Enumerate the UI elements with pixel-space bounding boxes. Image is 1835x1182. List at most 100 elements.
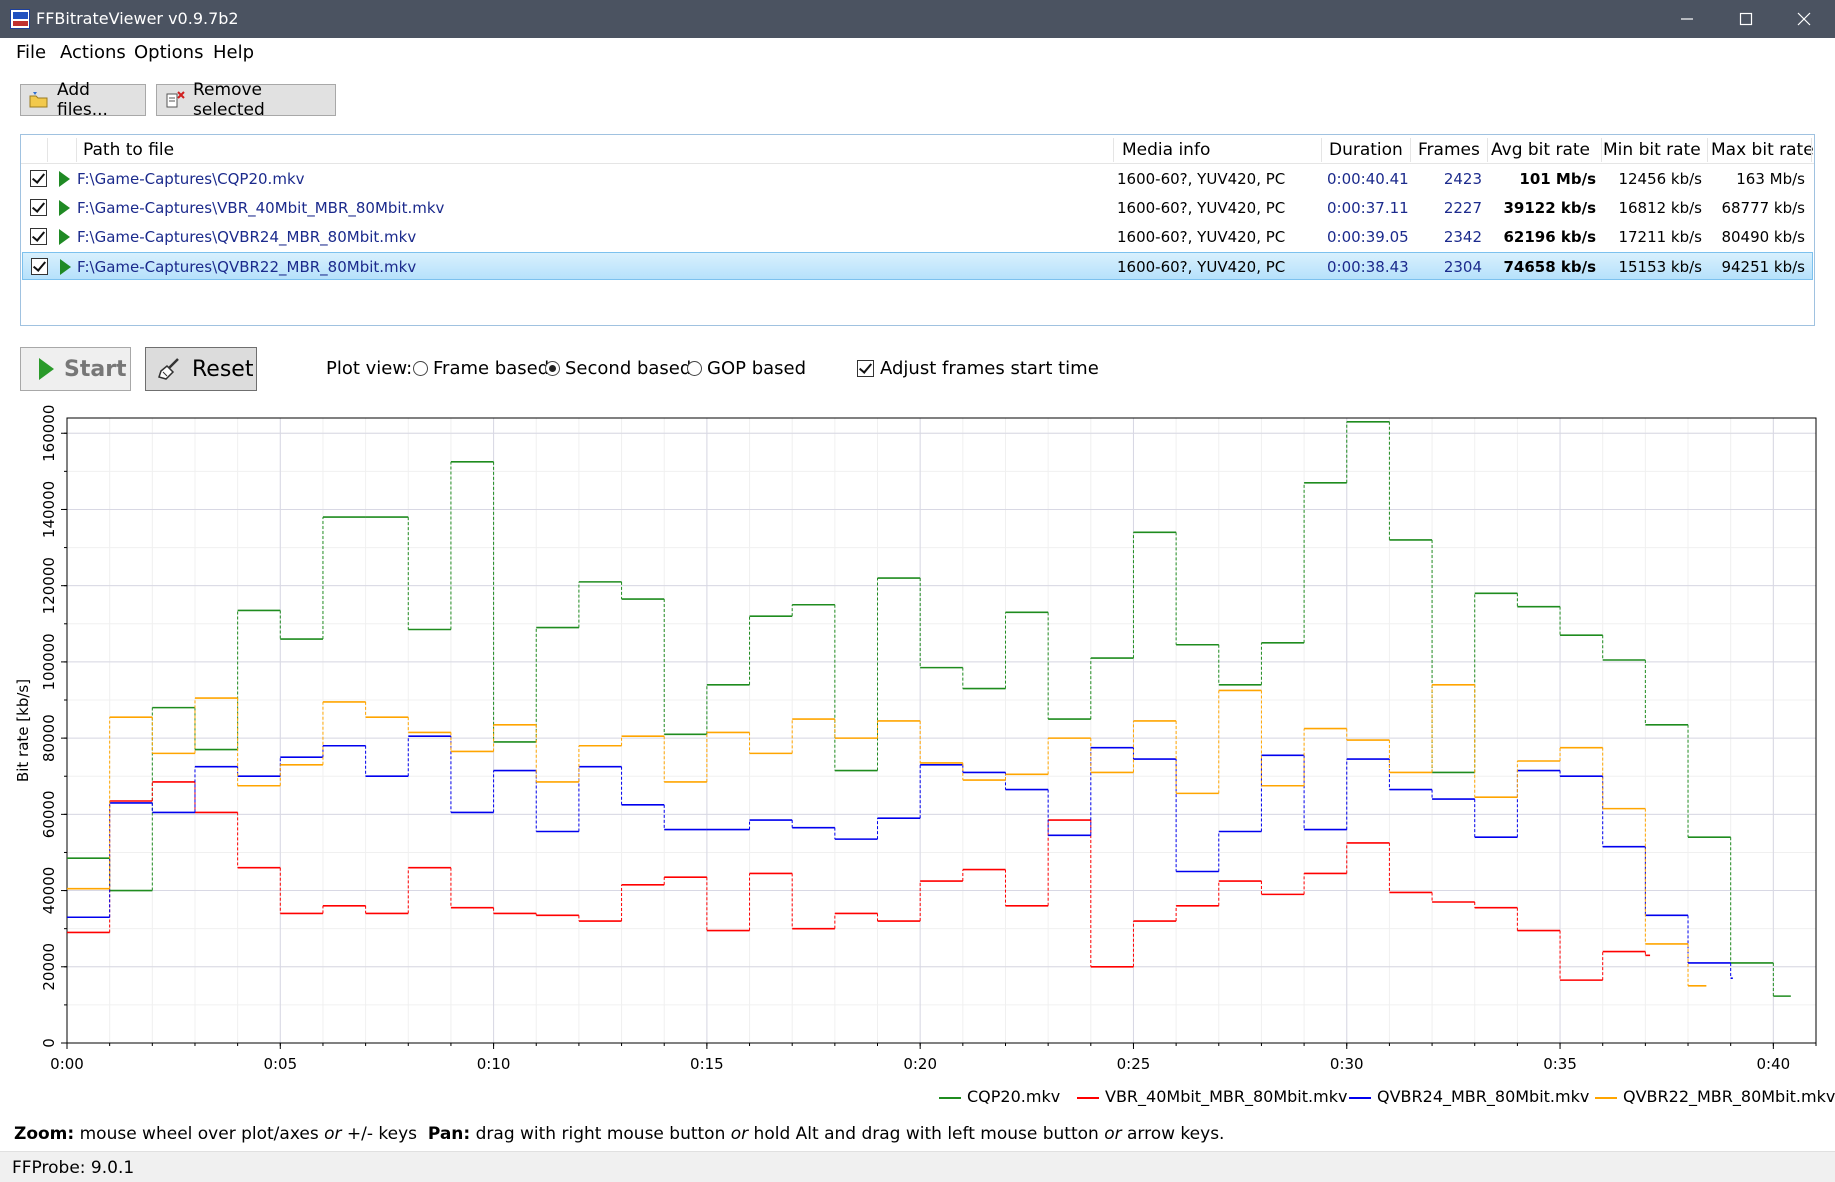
y-tick-label: 20000	[40, 943, 58, 991]
x-tick-label: 0:30	[1330, 1055, 1364, 1073]
adjust-start-label[interactable]: Adjust frames start time	[880, 358, 1099, 379]
maximize-button[interactable]	[1718, 0, 1774, 38]
col-min-bitrate[interactable]: Min bit rate	[1603, 140, 1701, 160]
zoom-label: Zoom:	[14, 1124, 75, 1144]
table-row-selected[interactable]: F:\Game-Captures\QVBR22_MBR_80Mbit.mkv 1…	[22, 252, 1813, 280]
title-bar: FFBitrateViewer v0.9.7b2	[0, 0, 1835, 38]
help-hint: Zoom: mouse wheel over plot/axes or +/- …	[14, 1124, 1224, 1144]
menu-file[interactable]: File	[16, 42, 47, 63]
bitrate-chart[interactable]: 0:00 0:05 0:10 0:15 0:20 0:25 0:30 0:35 0:40 0 200…	[0, 400, 1835, 1080]
row-max-bitrate: 68777 kb/s	[1721, 199, 1805, 217]
row-path: F:\Game-Captures\QVBR24_MBR_80Mbit.mkv	[77, 228, 417, 246]
row-media-info: 1600-60?, YUV420, PC	[1117, 199, 1286, 217]
pan-text-2: hold Alt and drag with left mouse button	[748, 1124, 1105, 1144]
pan-text: drag with right mouse button	[470, 1124, 731, 1144]
menu-options[interactable]: Options	[134, 42, 204, 63]
y-tick-label: 40000	[40, 867, 58, 915]
broom-icon	[158, 357, 182, 381]
col-media-info[interactable]: Media info	[1122, 140, 1211, 160]
col-avg-bitrate[interactable]: Avg bit rate	[1491, 140, 1591, 160]
col-path[interactable]: Path to file	[83, 140, 175, 160]
legend-label: VBR_40Mbit_MBR_80Mbit.mkv	[1105, 1087, 1348, 1106]
file-list[interactable]: Path to file Media info Duration Frames …	[20, 134, 1815, 326]
reset-button[interactable]: Reset	[145, 347, 257, 391]
second-based-label[interactable]: Second based	[565, 358, 692, 379]
window-title: FFBitrateViewer v0.9.7b2	[36, 9, 239, 28]
folder-open-icon	[29, 91, 49, 109]
menu-bar: File Actions Options Help	[0, 38, 1835, 68]
pan-text-3: arrow keys.	[1121, 1124, 1225, 1144]
legend-item: CQP20.mkv	[939, 1087, 1060, 1107]
y-tick-label: 80000	[40, 714, 58, 762]
y-tick-label: 140000	[40, 481, 58, 538]
menu-actions[interactable]: Actions	[60, 42, 126, 63]
pan-label: Pan:	[427, 1124, 471, 1144]
row-frames: 2342	[1443, 228, 1482, 246]
x-tick-label: 0:20	[903, 1055, 937, 1073]
row-min-bitrate: 17211 kb/s	[1618, 228, 1702, 246]
row-min-bitrate: 16812 kb/s	[1618, 199, 1702, 217]
start-button[interactable]: Start	[20, 347, 131, 391]
minimize-button[interactable]	[1659, 0, 1715, 38]
col-frames[interactable]: Frames	[1418, 140, 1480, 160]
legend-item: QVBR22_MBR_80Mbit.mkv	[1595, 1087, 1835, 1107]
row-frames: 2304	[1443, 258, 1482, 276]
y-tick-label: 120000	[40, 557, 58, 614]
remove-selected-button[interactable]: Remove selected	[156, 80, 336, 120]
status-bar: FFProbe: 9.0.1	[0, 1151, 1835, 1182]
row-duration: 0:00:39.05	[1327, 228, 1409, 246]
legend-label: CQP20.mkv	[967, 1087, 1061, 1106]
remove-selected-label: Remove selected	[193, 80, 265, 120]
row-max-bitrate: 80490 kb/s	[1721, 228, 1805, 246]
row-checkbox[interactable]	[30, 170, 47, 187]
legend-item: VBR_40Mbit_MBR_80Mbit.mkv	[1077, 1087, 1347, 1107]
second-based-radio[interactable]	[545, 361, 560, 376]
adjust-start-checkbox[interactable]	[857, 360, 874, 377]
remove-list-icon	[165, 91, 185, 109]
or-text: or	[730, 1124, 749, 1144]
legend-label: QVBR24_MBR_80Mbit.mkv	[1377, 1087, 1590, 1106]
plot-view-label: Plot view:	[326, 358, 413, 379]
x-tick-label: 0:05	[263, 1055, 297, 1073]
col-max-bitrate[interactable]: Max bit rate	[1711, 140, 1814, 160]
app-icon	[10, 9, 30, 29]
row-avg-bitrate: 39122 kb/s	[1503, 199, 1596, 217]
play-icon[interactable]	[59, 200, 70, 216]
legend-swatch	[1595, 1096, 1617, 1099]
legend-swatch	[1349, 1096, 1371, 1099]
y-tick-label: 160000	[40, 405, 58, 462]
start-label: Start	[64, 356, 127, 382]
plot-frame	[66, 417, 1817, 1044]
row-avg-bitrate: 101 Mb/s	[1519, 170, 1596, 188]
row-checkbox[interactable]	[30, 199, 47, 216]
x-tick-label: 0:25	[1117, 1055, 1151, 1073]
row-checkbox[interactable]	[31, 258, 48, 275]
status-text: FFProbe: 9.0.1	[12, 1158, 135, 1178]
frame-based-label[interactable]: Frame based	[433, 358, 550, 379]
close-button[interactable]	[1776, 0, 1832, 38]
gop-based-label[interactable]: GOP based	[707, 358, 807, 379]
frame-based-radio[interactable]	[413, 361, 428, 376]
y-tick-label: 0	[40, 1038, 58, 1048]
row-max-bitrate: 163 Mb/s	[1736, 170, 1805, 188]
x-tick-label: 0:15	[690, 1055, 724, 1073]
add-files-label: Add files...	[57, 80, 108, 120]
add-files-button[interactable]: Add files...	[20, 80, 146, 120]
row-checkbox[interactable]	[30, 228, 47, 245]
x-tick-label: 0:00	[50, 1055, 84, 1073]
reset-label: Reset	[192, 356, 254, 382]
row-avg-bitrate: 74658 kb/s	[1503, 258, 1596, 276]
or-text: or	[1104, 1124, 1122, 1144]
col-duration[interactable]: Duration	[1329, 140, 1403, 160]
play-icon[interactable]	[60, 259, 71, 275]
legend-swatch	[939, 1096, 961, 1099]
table-row[interactable]: F:\Game-Captures\CQP20.mkv 1600-60?, YUV…	[22, 165, 1813, 193]
play-icon[interactable]	[59, 229, 70, 245]
row-min-bitrate: 12456 kb/s	[1618, 170, 1702, 188]
gop-based-radio[interactable]	[687, 361, 702, 376]
table-row[interactable]: F:\Game-Captures\QVBR24_MBR_80Mbit.mkv 1…	[22, 223, 1813, 251]
y-tick-label: 100000	[40, 633, 58, 690]
menu-help[interactable]: Help	[213, 42, 255, 63]
play-icon[interactable]	[59, 171, 70, 187]
table-row[interactable]: F:\Game-Captures\VBR_40Mbit_MBR_80Mbit.m…	[22, 194, 1813, 222]
